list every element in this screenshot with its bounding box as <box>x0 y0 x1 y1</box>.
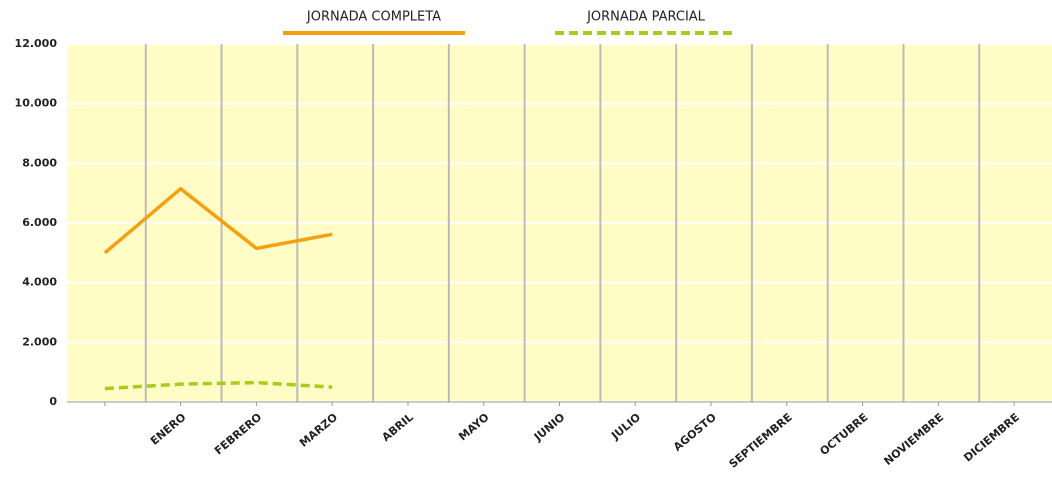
x-tick-label: FEBRERO <box>212 411 264 458</box>
y-tick-label: 2.000 <box>22 335 57 348</box>
x-tick-label: MAYO <box>456 411 491 444</box>
y-tick-label: 4.000 <box>22 276 57 289</box>
x-tick-label: SEPTIEMBRE <box>727 411 795 471</box>
y-tick-label: 12.000 <box>15 37 58 50</box>
x-tick-label: DICIEMBRE <box>961 411 1022 465</box>
y-tick-label: 0 <box>49 395 57 408</box>
x-tick-label: JUNIO <box>531 411 567 445</box>
y-tick-label: 10.000 <box>15 97 58 110</box>
legend-label: JORNADA PARCIAL <box>586 10 706 25</box>
x-tick-label: NOVIEMBRE <box>881 411 946 468</box>
legend-label: JORNADA COMPLETA <box>306 10 441 25</box>
series-line <box>104 380 333 391</box>
series-line <box>103 186 333 255</box>
x-tick-label: ABRIL <box>380 411 416 444</box>
y-tick-label: 8.000 <box>22 156 57 169</box>
x-tick-label: AGOSTO <box>671 411 719 454</box>
x-tick-label: JULIO <box>608 411 643 443</box>
y-tick-label: 6.000 <box>22 216 57 229</box>
x-tick-label: MARZO <box>297 411 340 450</box>
x-tick-label: ENERO <box>148 411 189 448</box>
x-tick-label: OCTUBRE <box>817 411 870 458</box>
